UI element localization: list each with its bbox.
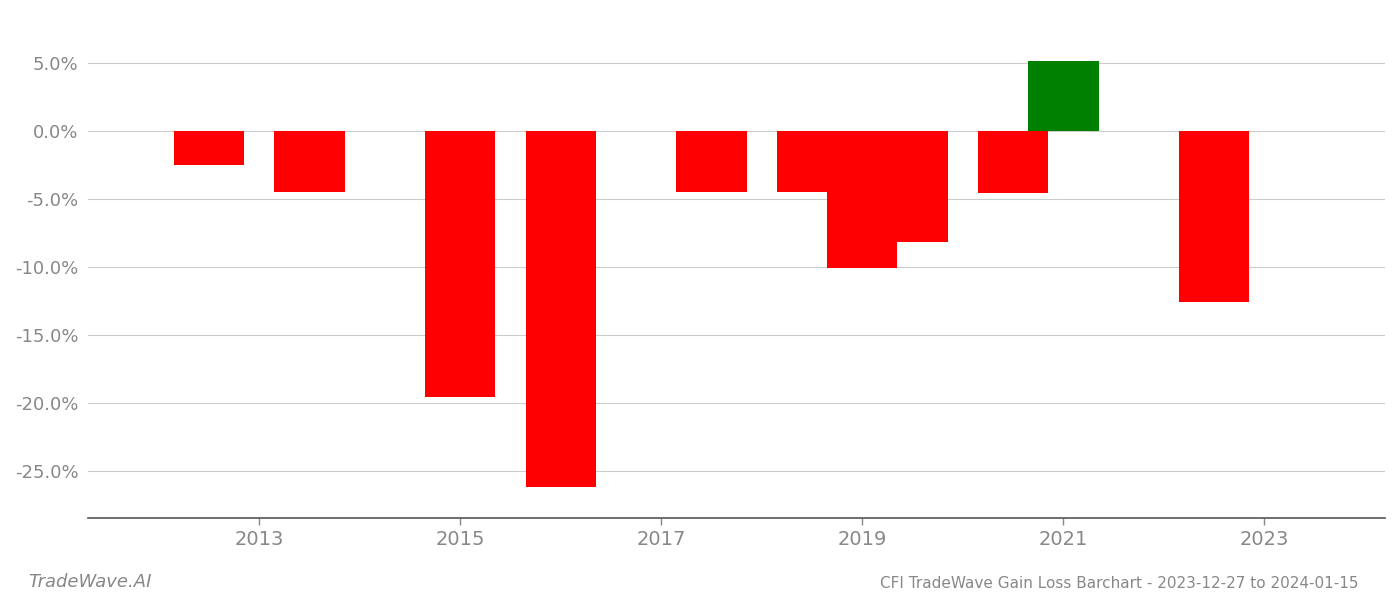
Bar <box>777 131 847 192</box>
Bar <box>676 131 746 192</box>
Text: CFI TradeWave Gain Loss Barchart - 2023-12-27 to 2024-01-15: CFI TradeWave Gain Loss Barchart - 2023-… <box>879 576 1358 591</box>
Bar <box>1179 131 1249 302</box>
Bar <box>827 131 897 268</box>
Bar <box>878 131 948 242</box>
Text: TradeWave.AI: TradeWave.AI <box>28 573 151 591</box>
Bar <box>426 131 496 397</box>
Bar <box>274 131 344 192</box>
Bar <box>525 131 596 487</box>
Bar <box>174 131 244 164</box>
Bar <box>1028 61 1099 131</box>
Bar <box>979 131 1049 193</box>
